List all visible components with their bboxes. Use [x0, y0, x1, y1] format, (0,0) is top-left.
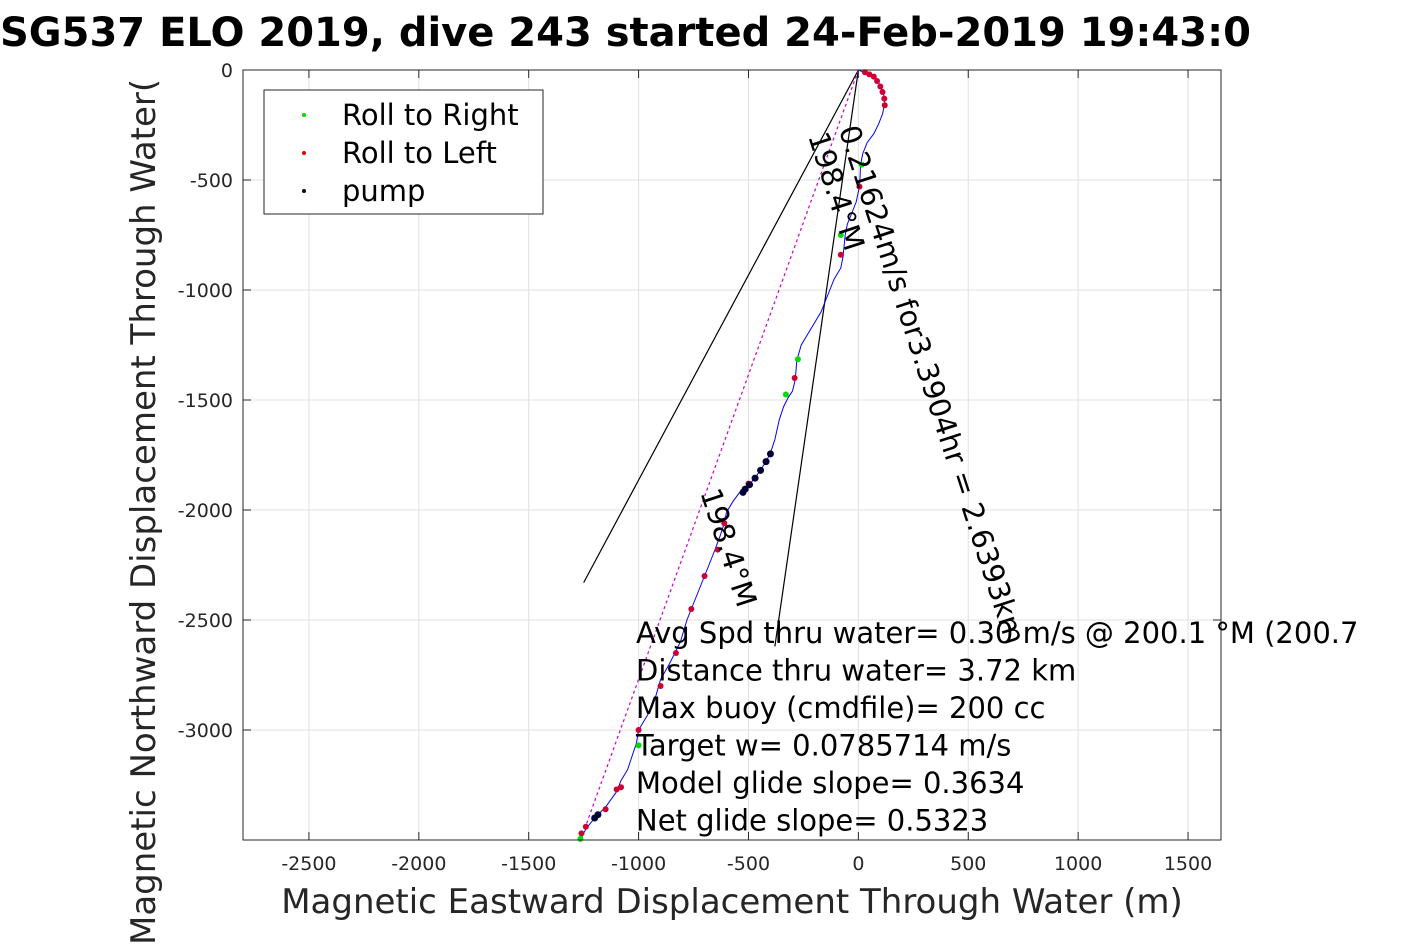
x-tick-label: -1000 [611, 853, 666, 875]
roll-left-marker [881, 95, 888, 102]
roll-left-marker [672, 650, 679, 656]
pump-marker [766, 450, 774, 458]
legend-label-roll-right: Roll to Right [342, 98, 519, 132]
roll-left-marker [856, 183, 863, 190]
y-tick-label: 0 [221, 60, 233, 82]
annotation-line: Distance thru water= 3.72 km [636, 654, 1076, 688]
roll-left-marker [714, 546, 721, 553]
legend-box [263, 89, 544, 215]
chart-title: SG537 ELO 2019, dive 243 started 24-Feb-… [0, 10, 1251, 56]
roll-right-marker [837, 232, 844, 238]
y-axis-label: Magnetic Northward Displacement Through … [124, 79, 164, 945]
pump-marker [739, 488, 747, 496]
track-line [581, 69, 886, 839]
x-tick-label: -500 [727, 853, 770, 875]
y-tick-label: -2000 [178, 500, 233, 522]
roll-left-marker [881, 102, 888, 109]
x-tick-label: 500 [950, 853, 986, 875]
roll-left-marker [791, 375, 798, 381]
pump-marker [762, 458, 770, 466]
roll-left-marker [701, 573, 708, 579]
reference-line [580, 69, 859, 839]
legend-marker-pump [302, 189, 306, 193]
y-tick-label: -500 [190, 170, 233, 192]
annotation-line: Avg Spd thru water= 0.30 m/s @ 200.1 °M … [636, 616, 1358, 650]
pump-marker [746, 481, 754, 489]
roll-left-marker [578, 830, 585, 837]
roll-left-marker [582, 823, 589, 830]
x-tick-label: -1500 [501, 853, 556, 875]
annotation-line: Target w= 0.0785714 m/s [635, 729, 1011, 763]
annotations: Avg Spd thru water= 0.30 m/s @ 200.1 °M … [635, 616, 1358, 838]
y-tick-label: -1500 [178, 390, 233, 412]
x-tick-label: 1000 [1054, 853, 1102, 875]
roll-right-marker [794, 356, 801, 363]
roll-left-marker [874, 78, 881, 84]
roll-right-marker [782, 391, 789, 398]
roll-left-marker [879, 89, 886, 95]
roll-left-marker [837, 251, 844, 258]
ticks: -2500 -2000 -1500 -1000 -500 0 500 1000 1500 0 -50… [178, 60, 1221, 875]
roll-right-marker [858, 161, 865, 168]
legend-label-roll-left: Roll to Left [342, 136, 497, 170]
x-axis-label: Magnetic Eastward Displacement Through W… [281, 882, 1183, 922]
pump-marker [757, 466, 765, 474]
roll-left-marker [721, 520, 728, 527]
annotation-line: Model glide slope= 0.3634 [636, 766, 1024, 800]
y-tick-label: -3000 [178, 720, 233, 742]
pump-marker [751, 474, 759, 482]
legend: Roll to Right Roll to Left pump [263, 89, 544, 215]
roll-left-marker [870, 73, 877, 80]
roll-left-marker [602, 806, 609, 813]
y-tick-label: -2500 [178, 610, 233, 632]
reference-line [583, 69, 859, 583]
reference-lines [580, 69, 859, 839]
x-tick-label: -2500 [281, 853, 336, 875]
markers [577, 69, 888, 842]
roll-right-marker [635, 742, 642, 749]
pump-marker [591, 814, 599, 822]
x-tick-label: 0 [852, 853, 864, 875]
roll-left-marker [613, 786, 620, 793]
reference-line [774, 69, 859, 647]
dive-track [581, 69, 886, 839]
annotation-line: Max buoy (cmdfile)= 200 cc [636, 691, 1045, 725]
y-tick-label: -1000 [178, 280, 233, 302]
legend-marker-roll-right [302, 113, 306, 117]
roll-left-marker [688, 606, 695, 612]
roll-right-marker [577, 835, 584, 842]
legend-marker-roll-left [302, 151, 306, 155]
legend-label-pump: pump [342, 174, 425, 208]
x-tick-label: 1500 [1164, 853, 1212, 875]
x-tick-label: -2000 [391, 853, 446, 875]
roll-left-marker [877, 83, 884, 90]
plot-frame [242, 69, 1222, 841]
roll-left-marker [657, 683, 664, 689]
roll-left-marker [635, 727, 642, 733]
annotation-line: Net glide slope= 0.5323 [636, 804, 988, 838]
